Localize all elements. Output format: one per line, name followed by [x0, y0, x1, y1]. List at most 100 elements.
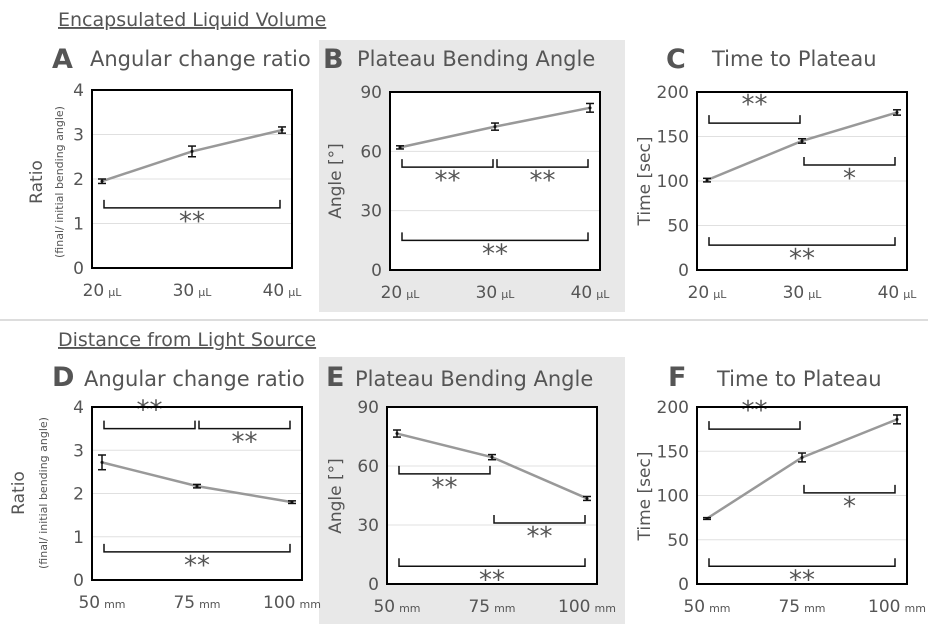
- panel-title-d: Angular change ratio: [84, 367, 305, 391]
- y-tick-label: 200: [657, 83, 689, 103]
- y-tick-label: 50: [667, 531, 689, 551]
- significance-bracket: [398, 558, 586, 568]
- data-point: [195, 484, 199, 488]
- plot-frame-c: [696, 91, 908, 271]
- x-tick-label: 30 μL: [783, 283, 823, 303]
- significance-label: **: [530, 166, 556, 196]
- significance-bracket: [103, 199, 281, 209]
- y-tick-label: 90: [357, 398, 379, 418]
- y-axis-label-f: Time [sec]: [635, 452, 655, 542]
- panel-d: D Angular change ratio 0 1 2 3 4 50 mm 75 mm 100 mm *…: [9, 362, 321, 613]
- data-point: [398, 145, 402, 149]
- significance-bracket: [708, 115, 801, 124]
- y-tick-label: 150: [657, 128, 689, 148]
- y-tick-label: 150: [657, 442, 689, 462]
- panel-title-f: Time to Plateau: [716, 367, 882, 391]
- y-tick-label: 90: [360, 83, 382, 103]
- data-point: [705, 178, 709, 182]
- plot-frame-d: [91, 406, 303, 581]
- data-point: [493, 125, 497, 129]
- y-tick-label: 2: [73, 170, 84, 190]
- y-tick-label: 3: [73, 126, 84, 146]
- y-tick-label: 50: [667, 217, 689, 237]
- y-tick-label: 1: [73, 528, 84, 548]
- y-tick-label: 4: [73, 81, 84, 101]
- significance-label: **: [742, 396, 768, 426]
- y-tick-label: 30: [357, 516, 379, 536]
- x-tick-label: 100 mm: [263, 593, 321, 613]
- significance-label: **: [435, 166, 461, 196]
- plot-frame-a: [91, 89, 293, 269]
- significance-bracket: [398, 465, 491, 475]
- panel-b: B Plateau Bending Angle 0 30 60 90 20 μL 30 μL 40 μ…: [323, 44, 610, 303]
- plot-frame-b: [389, 91, 601, 271]
- y-axis-label-c: Time [sec]: [635, 137, 655, 227]
- significance-label: **: [432, 473, 458, 503]
- data-point: [705, 517, 709, 521]
- panel-title-e: Plateau Bending Angle: [355, 367, 593, 391]
- y-axis-label-a: Ratio: [27, 160, 47, 204]
- y-axis-label-e: Angle [°]: [326, 458, 346, 534]
- panel-f: F Time to Plateau 0 50 100 150 200 50 mm 75 mm 100 m…: [635, 362, 926, 617]
- significance-bracket: [103, 420, 196, 430]
- y-axis-label-b: Angle [°]: [326, 143, 346, 219]
- y-tick-label: 0: [73, 571, 84, 591]
- significance-bracket: [401, 159, 494, 168]
- y-tick-label: 200: [657, 398, 689, 418]
- significance-bracket: [803, 156, 896, 166]
- data-point: [280, 128, 284, 132]
- x-tick-label: 40 μL: [263, 281, 303, 301]
- x-tick-label: 100 mm: [868, 597, 926, 617]
- x-tick-label: 50 mm: [373, 597, 420, 617]
- section-title-volume: Encapsulated Liquid Volume: [58, 9, 326, 31]
- x-tick-label: 75 mm: [173, 593, 220, 613]
- significance-bracket: [708, 421, 801, 430]
- x-tick-label: 40 μL: [571, 283, 611, 303]
- significance-label: **: [482, 239, 508, 269]
- x-tick-label: 50 mm: [683, 597, 730, 617]
- data-point: [190, 149, 194, 153]
- y-axis-label-d: Ratio: [9, 471, 29, 515]
- x-tick-label: 75 mm: [468, 597, 515, 617]
- y-tick-label: 2: [73, 485, 84, 505]
- data-point: [800, 139, 804, 143]
- significance-bracket: [708, 237, 896, 246]
- x-tick-label: 100 mm: [558, 597, 616, 617]
- significance-bracket: [803, 484, 896, 494]
- data-point: [490, 455, 494, 459]
- panel-label-c: C: [666, 44, 686, 75]
- panel-a: A Angular change ratio 0 1 2 3 4 20 μL 30 μL 40 μL **…: [27, 44, 311, 301]
- plot-area-e: [387, 407, 597, 584]
- significance-label: *: [843, 164, 856, 194]
- significance-label: **: [232, 428, 258, 458]
- y-tick-label: 4: [73, 398, 84, 418]
- panel-title-b: Plateau Bending Angle: [357, 47, 595, 71]
- x-tick-label: 50 mm: [78, 593, 125, 613]
- x-tick-label: 75 mm: [778, 597, 825, 617]
- data-point: [895, 417, 899, 421]
- x-tick-label: 20 μL: [688, 283, 728, 303]
- y-axis-sublabel-a: (final/ initial bending angle): [53, 106, 66, 258]
- significance-bracket: [401, 232, 589, 242]
- x-tick-label: 30 μL: [476, 283, 516, 303]
- section-title-distance: Distance from Light Source: [58, 329, 316, 351]
- y-tick-label: 0: [678, 575, 689, 595]
- y-tick-label: 1: [73, 215, 84, 235]
- y-tick-label: 100: [657, 487, 689, 507]
- data-point: [585, 496, 589, 500]
- y-tick-label: 0: [371, 261, 382, 281]
- x-tick-label: 20 μL: [381, 283, 421, 303]
- significance-label: **: [527, 522, 553, 552]
- data-point: [800, 455, 804, 459]
- significance-bracket: [708, 558, 896, 568]
- data-point: [588, 106, 592, 110]
- significance-bracket: [493, 515, 586, 524]
- significance-label: **: [137, 396, 163, 426]
- significance-label: **: [742, 90, 768, 120]
- y-tick-label: 0: [368, 575, 379, 595]
- panel-label-a: A: [52, 44, 73, 75]
- significance-bracket: [496, 159, 589, 168]
- y-tick-label: 0: [73, 259, 84, 279]
- significance-label: **: [789, 565, 815, 595]
